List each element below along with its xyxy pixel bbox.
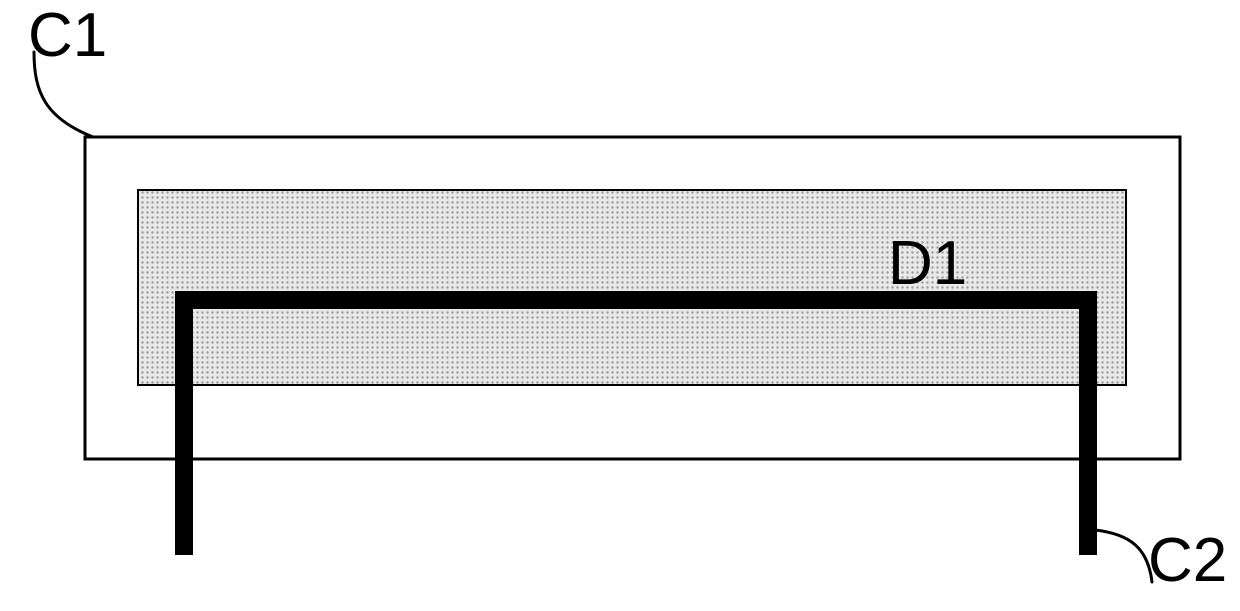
- shaded-region: [138, 190, 1126, 385]
- label-d1: D1: [888, 228, 967, 299]
- label-c1: C1: [28, 0, 107, 71]
- label-c2: C2: [1148, 525, 1227, 596]
- leader-line-c2: [1095, 530, 1152, 582]
